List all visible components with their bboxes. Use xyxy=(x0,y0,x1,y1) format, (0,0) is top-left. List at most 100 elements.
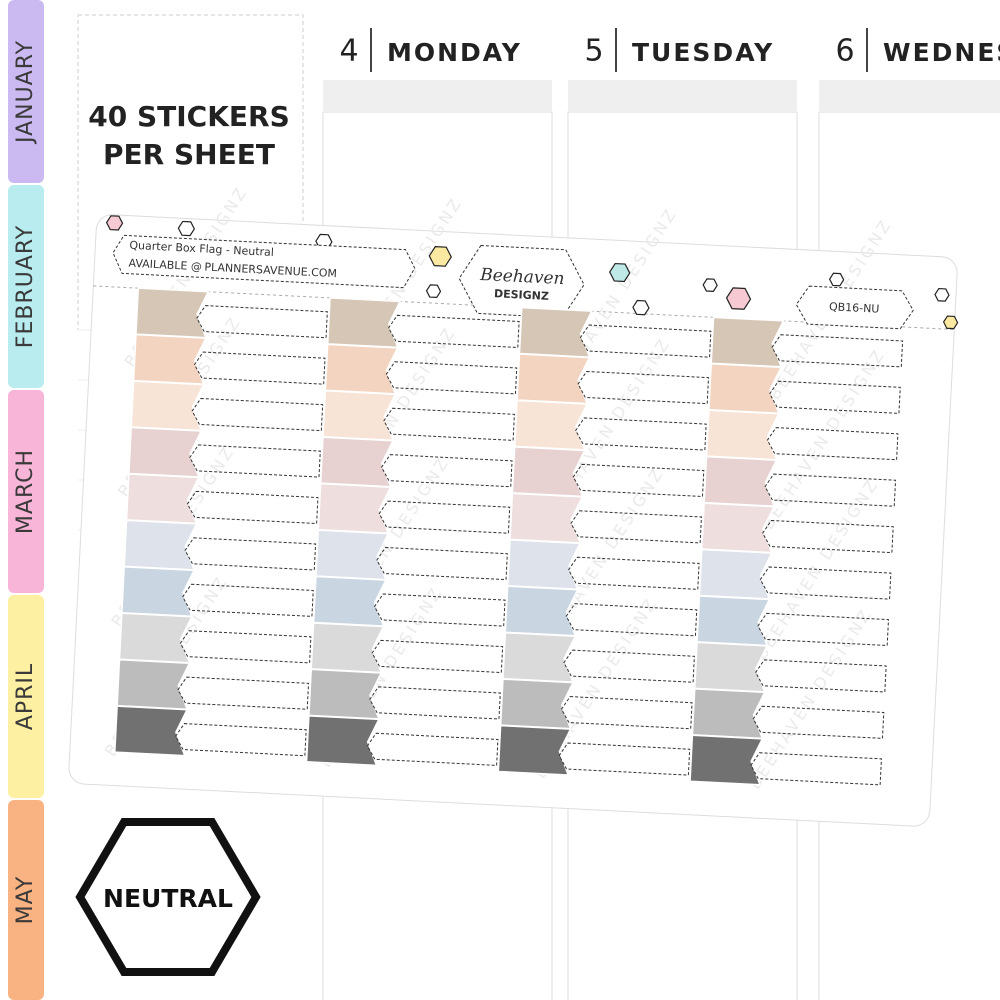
flag-sticker xyxy=(135,287,210,339)
flag-sticker xyxy=(705,409,780,461)
day-header-band xyxy=(819,80,1000,112)
write-box xyxy=(177,676,310,710)
flag-sticker xyxy=(322,389,397,442)
month-tab xyxy=(8,390,44,593)
sheet-available: AVAILABLE @ xyxy=(128,257,202,274)
flag-sticker xyxy=(698,548,773,600)
write-box xyxy=(175,723,307,757)
day-name: WEDNES xyxy=(883,38,1000,67)
flag-sticker xyxy=(689,734,764,786)
write-box xyxy=(572,463,705,498)
write-box xyxy=(757,612,890,647)
month-tab xyxy=(8,800,44,1000)
day-header-band xyxy=(323,80,552,112)
write-box xyxy=(755,659,887,693)
day-header-band xyxy=(568,80,797,112)
flag-sticker xyxy=(317,482,392,534)
flag-sticker xyxy=(703,455,778,507)
decor-hexagon xyxy=(609,262,631,283)
flag-sticker xyxy=(499,678,575,730)
write-box xyxy=(563,649,695,683)
write-box xyxy=(769,380,901,414)
write-box xyxy=(579,324,712,358)
flag-sticker xyxy=(701,502,776,554)
write-box xyxy=(186,490,319,525)
flag-sticker xyxy=(708,362,783,415)
write-box xyxy=(752,705,885,739)
write-box xyxy=(184,537,317,571)
write-box xyxy=(766,427,899,461)
label-frame xyxy=(112,234,416,289)
decor-hexagon xyxy=(934,287,950,302)
decor-hexagon xyxy=(942,315,959,330)
flag-sticker xyxy=(319,436,395,488)
flag-sticker xyxy=(513,399,589,451)
month-label: MARCH xyxy=(13,449,38,534)
brand-frame xyxy=(458,244,585,319)
decor-hexagon xyxy=(725,287,752,310)
day-number: 5 xyxy=(584,34,603,69)
month-label: APRIL xyxy=(13,663,38,730)
day-number: 6 xyxy=(835,34,854,69)
month-label: FEBRUARY xyxy=(13,225,38,348)
write-box xyxy=(388,314,520,348)
write-box xyxy=(369,686,501,720)
decor-hexagon xyxy=(428,246,452,267)
month-label: MAY xyxy=(13,876,38,925)
flag-sticker xyxy=(130,380,205,432)
flag-sticker xyxy=(312,575,388,627)
flag-sticker xyxy=(710,316,785,368)
decor-hexagon xyxy=(105,215,124,231)
flag-sticker xyxy=(315,529,390,581)
write-box xyxy=(376,547,508,581)
write-box xyxy=(771,334,904,368)
flag-sticker xyxy=(691,688,766,740)
month-tab xyxy=(8,185,44,388)
day-name: MONDAY xyxy=(387,38,522,67)
write-box xyxy=(759,566,892,600)
flag-sticker xyxy=(502,631,577,683)
flag-sticker xyxy=(693,641,769,693)
day-number: 4 xyxy=(339,34,358,69)
promo-line: 40 STICKERS xyxy=(88,100,290,133)
flag-sticker xyxy=(511,446,586,498)
write-box xyxy=(762,519,894,554)
flag-sticker xyxy=(132,333,208,385)
flag-sticker xyxy=(497,724,572,776)
flag-sticker xyxy=(516,353,591,405)
decor-hexagon xyxy=(702,278,718,293)
brand-name: Beehaven xyxy=(479,265,565,289)
flag-sticker xyxy=(305,715,380,767)
write-box xyxy=(193,351,326,385)
code-frame xyxy=(795,285,914,330)
decor-hexagon xyxy=(177,220,196,237)
month-tab xyxy=(8,595,44,798)
flag-sticker xyxy=(506,539,582,591)
write-box xyxy=(196,305,328,339)
write-box xyxy=(575,417,707,451)
write-box xyxy=(565,603,698,637)
write-box xyxy=(366,732,499,766)
flag-sticker xyxy=(121,566,196,618)
month-label: JANUARY xyxy=(13,40,38,145)
decor-hexagon xyxy=(425,284,442,299)
flag-sticker xyxy=(518,306,593,358)
write-box xyxy=(189,444,321,478)
write-box xyxy=(373,593,506,627)
month-tab xyxy=(8,0,44,183)
write-box xyxy=(577,370,710,405)
write-box xyxy=(182,583,314,617)
write-box xyxy=(378,500,511,534)
flag-sticker xyxy=(125,473,200,525)
flag-sticker xyxy=(326,297,402,349)
sheet-code: QB16-NU xyxy=(829,300,880,316)
write-box xyxy=(568,556,700,590)
flag-sticker xyxy=(509,492,584,544)
write-box xyxy=(383,407,515,441)
write-box xyxy=(371,639,504,674)
badge-hexagon xyxy=(75,818,261,976)
flag-sticker xyxy=(308,668,383,720)
flag-sticker xyxy=(324,343,399,395)
